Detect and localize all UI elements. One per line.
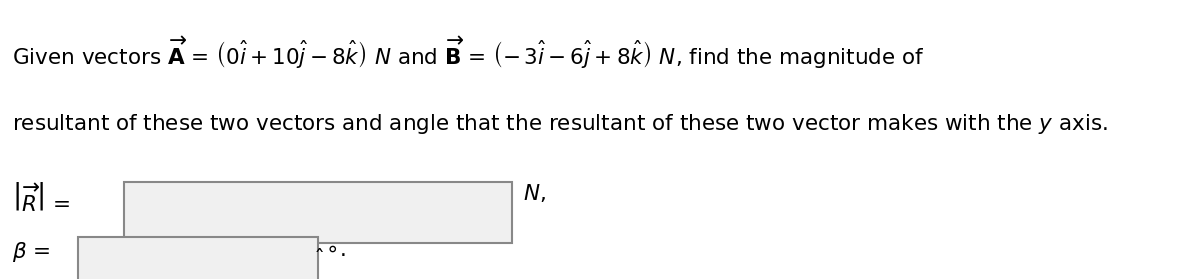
- Text: resultant of these two vectors and angle that the resultant of these two vector : resultant of these two vectors and angle…: [12, 112, 1108, 136]
- FancyBboxPatch shape: [78, 237, 318, 280]
- Text: $N$,: $N$,: [522, 182, 545, 204]
- Text: $\hat{}$ $\circ$.: $\hat{}$ $\circ$.: [316, 240, 346, 260]
- Text: Given vectors $\overrightarrow{\mathbf{A}}$ = $\left(0\hat{i} + 10\hat{j} - 8\ha: Given vectors $\overrightarrow{\mathbf{A…: [12, 35, 924, 71]
- Text: $\beta$ =: $\beta$ =: [12, 240, 50, 264]
- FancyBboxPatch shape: [124, 182, 512, 242]
- Text: $\left|\overrightarrow{R}\right|$ =: $\left|\overrightarrow{R}\right|$ =: [12, 182, 70, 214]
